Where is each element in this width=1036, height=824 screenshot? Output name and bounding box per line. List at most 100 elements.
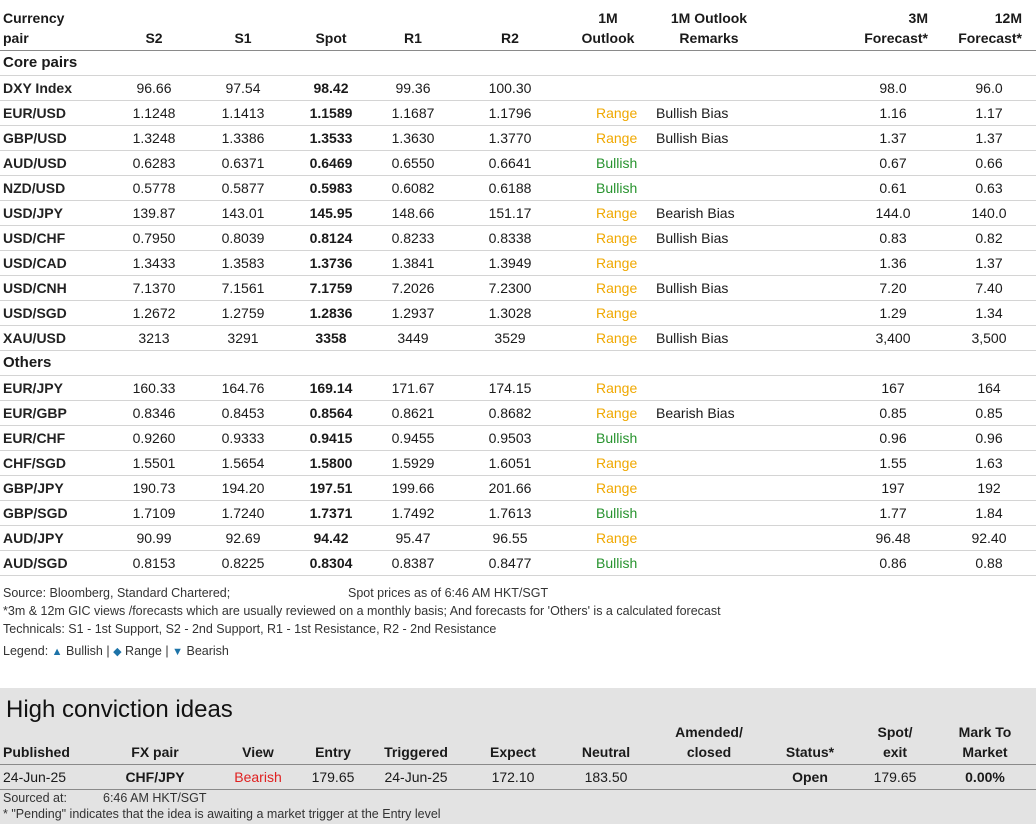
cell-s2: 0.9260 <box>112 425 196 451</box>
cell-3m-forecast: 0.83 <box>844 225 942 251</box>
cell-remark <box>650 150 768 176</box>
cell-s1: 0.9333 <box>196 425 290 451</box>
cell-12m-forecast: 140.0 <box>942 200 1036 226</box>
fx-levels-table: Currency pair S2 S1 Spot R1 R2 1M Outlook … <box>0 4 1036 576</box>
cell-pair: USD/SGD <box>0 300 112 326</box>
cell-r2: 1.7613 <box>454 500 566 526</box>
idea-row: 24-Jun-25 CHF/JPY Bearish 179.65 24-Jun-… <box>0 764 1036 790</box>
idea-view: Bearish <box>214 764 302 790</box>
cell-3m-forecast: 7.20 <box>844 275 942 301</box>
hci-footnotes: Sourced at: 6:46 AM HKT/SGT * "Pending" … <box>3 790 441 822</box>
cell-spot: 1.1589 <box>290 100 372 126</box>
table-row: USD/JPY 139.87 143.01 145.95 148.66 151.17 Ran… <box>0 200 1036 226</box>
cell-spacer <box>768 525 844 551</box>
cell-pair: AUD/USD <box>0 150 112 176</box>
cell-3m-forecast: 1.16 <box>844 100 942 126</box>
cell-spacer <box>768 125 844 151</box>
cell-remark <box>650 450 768 476</box>
cell-outlook: Range <box>566 250 650 276</box>
cell-spot: 0.8124 <box>290 225 372 251</box>
cell-s1: 0.8225 <box>196 550 290 576</box>
cell-outlook: Range <box>566 375 650 401</box>
cell-s2: 0.8346 <box>112 400 196 426</box>
cell-remark <box>650 250 768 276</box>
cell-s1: 1.7240 <box>196 500 290 526</box>
cell-r2: 3529 <box>454 325 566 351</box>
cell-s2: 1.3433 <box>112 250 196 276</box>
cell-outlook: Range <box>566 125 650 151</box>
cell-3m-forecast: 0.61 <box>844 175 942 201</box>
idea-triggered: 24-Jun-25 <box>364 764 468 790</box>
cell-12m-forecast: 164 <box>942 375 1036 401</box>
cell-r1: 1.5929 <box>372 450 454 476</box>
cell-3m-forecast: 96.48 <box>844 525 942 551</box>
cell-s1: 1.3386 <box>196 125 290 151</box>
diamond-icon: ◆ <box>113 646 122 658</box>
cell-spacer <box>768 300 844 326</box>
cell-12m-forecast: 0.96 <box>942 425 1036 451</box>
idea-expect: 172.10 <box>468 764 558 790</box>
cell-r1: 3449 <box>372 325 454 351</box>
table-row: EUR/GBP 0.8346 0.8453 0.8564 0.8621 0.8682 Ran… <box>0 400 1036 426</box>
high-conviction-ideas-panel: High conviction ideas Published FX pair … <box>0 688 1036 824</box>
cell-s1: 1.5654 <box>196 450 290 476</box>
col-header-pair: Currency pair <box>0 4 112 51</box>
cell-r2: 174.15 <box>454 375 566 401</box>
sourced-label: Sourced at: <box>3 791 67 805</box>
cell-spot: 145.95 <box>290 200 372 226</box>
cell-r2: 7.2300 <box>454 275 566 301</box>
cell-12m-forecast: 1.37 <box>942 250 1036 276</box>
cell-spacer <box>768 250 844 276</box>
col-header-expect: Expect <box>468 718 558 765</box>
cell-r1: 148.66 <box>372 200 454 226</box>
cell-12m-forecast: 0.82 <box>942 225 1036 251</box>
cell-12m-forecast: 1.84 <box>942 500 1036 526</box>
cell-spacer <box>768 200 844 226</box>
cell-12m-forecast: 0.85 <box>942 400 1036 426</box>
cell-12m-forecast: 1.34 <box>942 300 1036 326</box>
cell-spot: 0.9415 <box>290 425 372 451</box>
cell-pair: NZD/USD <box>0 175 112 201</box>
col-header-published: Published <box>0 718 96 765</box>
cell-s2: 7.1370 <box>112 275 196 301</box>
cell-s1: 194.20 <box>196 475 290 501</box>
cell-12m-forecast: 92.40 <box>942 525 1036 551</box>
cell-remark: Bullish Bias <box>650 100 768 126</box>
table-row: EUR/USD 1.1248 1.1413 1.1589 1.1687 1.1796 Ran… <box>0 100 1036 126</box>
idea-entry: 179.65 <box>302 764 364 790</box>
cell-remark: Bullish Bias <box>650 225 768 251</box>
cell-s2: 1.1248 <box>112 100 196 126</box>
legend-label: Legend: <box>3 644 49 658</box>
col-header-fx-pair: FX pair <box>96 718 214 765</box>
cell-s2: 139.87 <box>112 200 196 226</box>
cell-pair: AUD/JPY <box>0 525 112 551</box>
cell-outlook: Range <box>566 450 650 476</box>
idea-published: 24-Jun-25 <box>0 764 96 790</box>
table-row: EUR/CHF 0.9260 0.9333 0.9415 0.9455 0.9503 Bul… <box>0 425 1036 451</box>
table-row: DXY Index 96.66 97.54 98.42 99.36 100.30 98.0 9… <box>0 75 1036 101</box>
cell-remark <box>650 75 768 101</box>
col-header-outlook: 1M Outlook <box>566 4 650 51</box>
table-row: GBP/JPY 190.73 194.20 197.51 199.66 201.66 Ran… <box>0 475 1036 501</box>
cell-s2: 190.73 <box>112 475 196 501</box>
legend-bearish: Bearish <box>186 644 229 658</box>
cell-r1: 171.67 <box>372 375 454 401</box>
cell-spot: 0.6469 <box>290 150 372 176</box>
table-row: GBP/SGD 1.7109 1.7240 1.7371 1.7492 1.7613 Bul… <box>0 500 1036 526</box>
table-row: CHF/SGD 1.5501 1.5654 1.5800 1.5929 1.6051 Ran… <box>0 450 1036 476</box>
cell-s1: 1.2759 <box>196 300 290 326</box>
cell-pair: XAU/USD <box>0 325 112 351</box>
ideas-header-row: Published FX pair View Entry Triggered E… <box>0 718 1036 765</box>
legend-bullish: Bullish <box>66 644 103 658</box>
cell-12m-forecast: 192 <box>942 475 1036 501</box>
cell-pair: EUR/USD <box>0 100 112 126</box>
cell-r1: 0.6082 <box>372 175 454 201</box>
cell-r1: 1.1687 <box>372 100 454 126</box>
cell-r2: 100.30 <box>454 75 566 101</box>
cell-outlook: Range <box>566 525 650 551</box>
cell-r2: 0.8338 <box>454 225 566 251</box>
cell-s2: 1.3248 <box>112 125 196 151</box>
cell-12m-forecast: 96.0 <box>942 75 1036 101</box>
header-row: Currency pair S2 S1 Spot R1 R2 1M Outlook … <box>0 4 1036 51</box>
pending-note: * "Pending" indicates that the idea is a… <box>3 807 441 821</box>
